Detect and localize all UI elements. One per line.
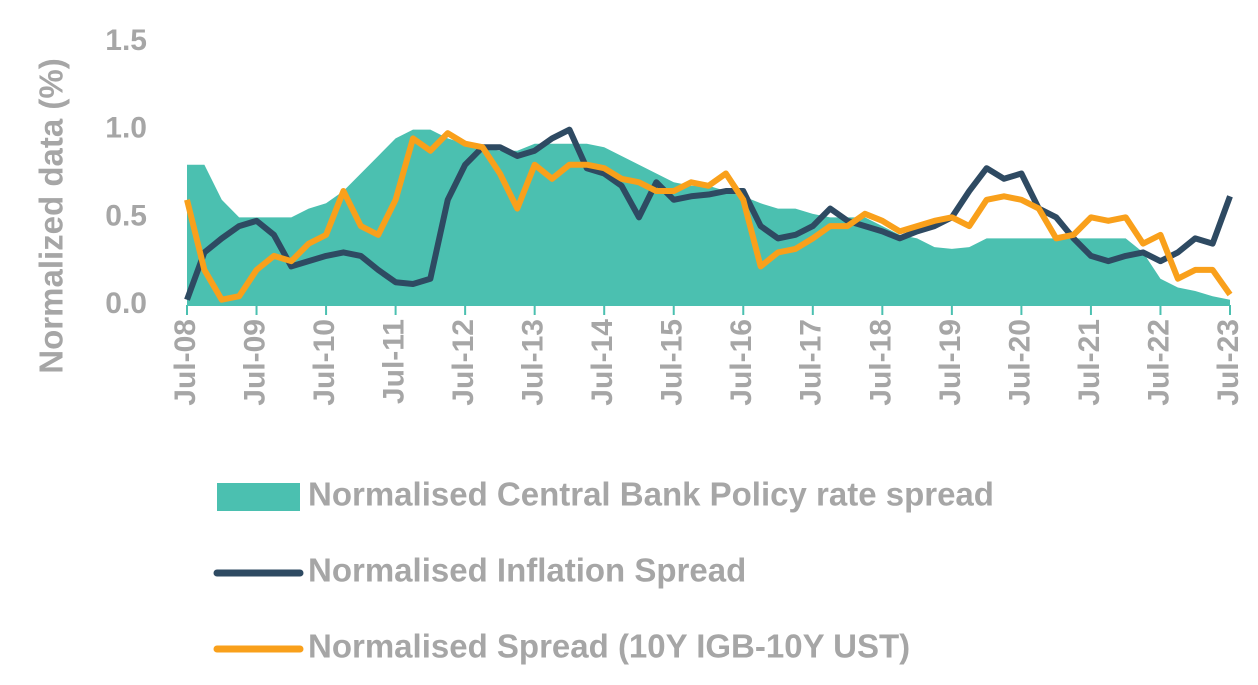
y-tick-label: 1.0 — [105, 112, 147, 145]
line — [184, 130, 1233, 303]
x-tick-label: Jul-18 — [864, 319, 897, 406]
x-tick-label: Jul-16 — [725, 319, 758, 406]
x-tick-label: Jul-12 — [447, 319, 480, 406]
legend-label: Normalised Spread (10Y IGB-10Y UST) — [308, 628, 910, 665]
line — [184, 126, 1233, 301]
x-tick-label: Jul-10 — [308, 319, 341, 406]
x-tick-label: Jul-17 — [795, 319, 828, 406]
legend-swatch — [217, 483, 300, 511]
x-tick-label: Jul-08 — [169, 319, 202, 406]
x-tick-label: Jul-19 — [934, 319, 967, 406]
y-axis-title: Normalized data (%) — [33, 58, 70, 373]
x-tick-label: Jul-23 — [1212, 319, 1245, 406]
x-tick-label: Jul-13 — [517, 319, 550, 406]
legend-label: Normalised Central Bank Policy rate spre… — [308, 476, 994, 513]
x-tick-label: Jul-14 — [586, 319, 619, 406]
y-tick-label: 1.5 — [105, 24, 147, 57]
legend-label: Normalised Inflation Spread — [308, 552, 746, 589]
x-tick-label: Jul-21 — [1073, 319, 1106, 406]
x-tick-label: Jul-11 — [378, 319, 411, 404]
x-tick-label: Jul-22 — [1142, 319, 1175, 406]
y-tick-label: 0.5 — [105, 199, 147, 232]
x-tick-label: Jul-09 — [238, 319, 271, 406]
x-tick-label: Jul-15 — [656, 319, 689, 406]
area — [187, 129, 1230, 305]
y-tick-label: 0.0 — [105, 287, 147, 320]
x-tick-label: Jul-20 — [1003, 319, 1036, 406]
